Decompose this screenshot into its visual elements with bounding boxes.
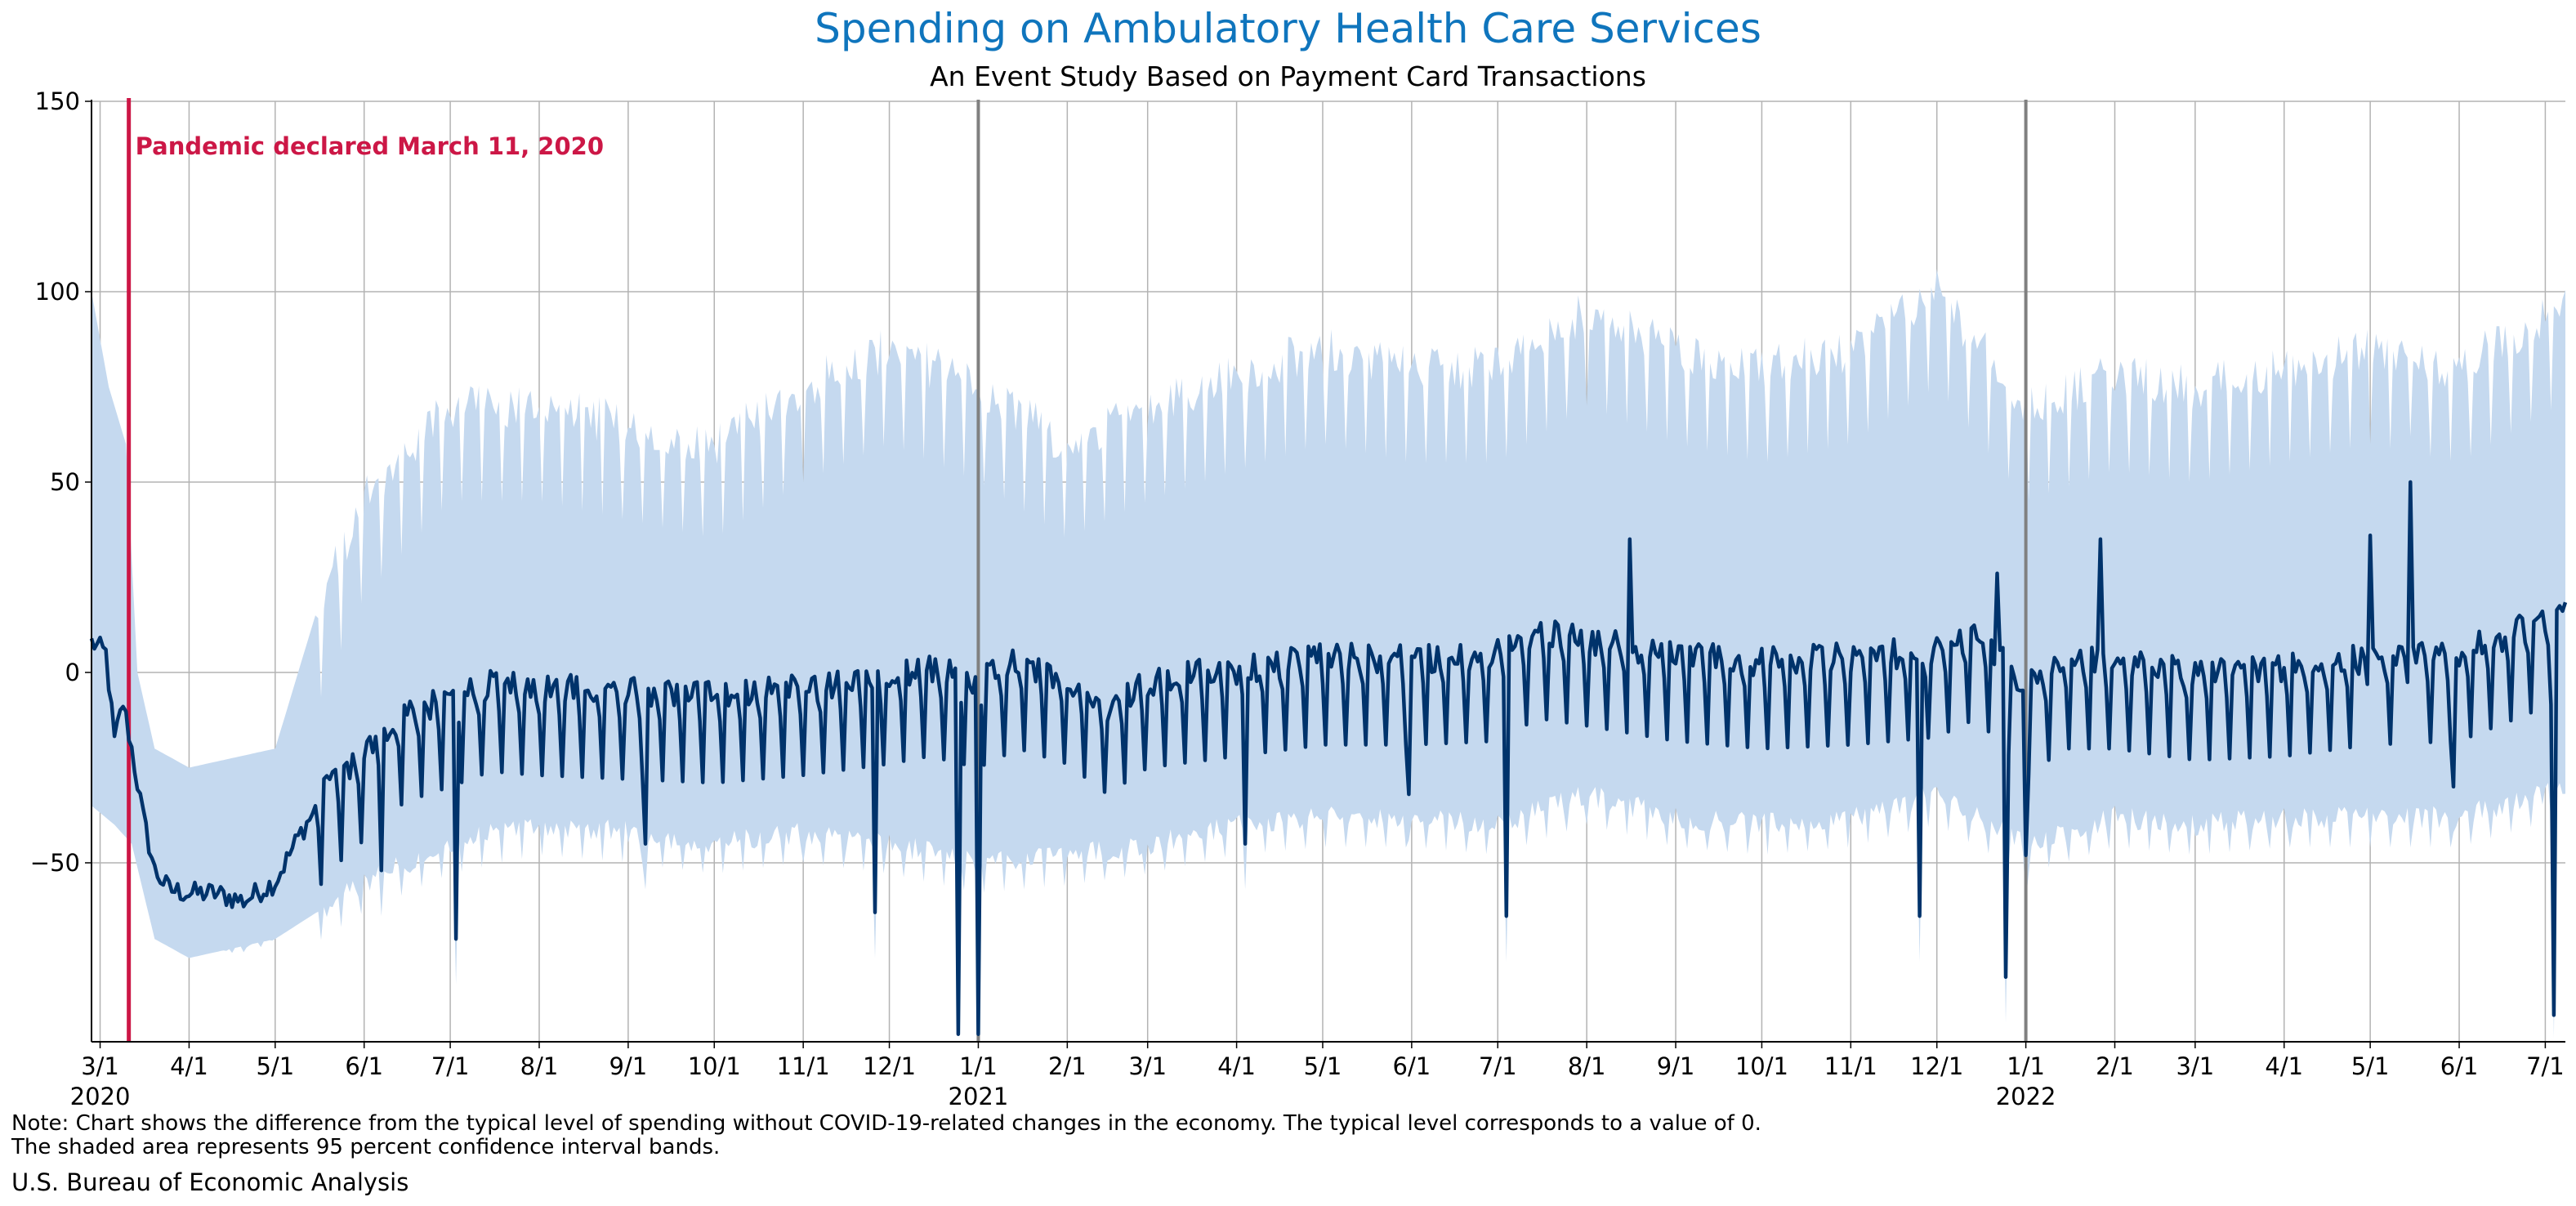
x-tick-label: 6/1	[2440, 1052, 2479, 1080]
x-tick-label: 5/1	[1304, 1052, 1342, 1080]
note-line-1: Note: Chart shows the difference from th…	[11, 1111, 1761, 1136]
y-tick-label: 0	[65, 659, 80, 686]
x-tick-label: 12/1	[863, 1052, 916, 1080]
x-tick-label: 4/1	[1217, 1052, 1256, 1080]
x-tick-label: 8/1	[1568, 1052, 1606, 1080]
x-tick-label: 10/1	[688, 1052, 741, 1080]
x-tick-label: 7/1	[1479, 1052, 1517, 1080]
y-tick-label: 50	[50, 468, 80, 496]
x-tick-label: 12/1	[1910, 1052, 1963, 1080]
x-tick-label: 11/1	[1824, 1052, 1877, 1080]
chart-title: Spending on Ambulatory Health Care Servi…	[815, 5, 1761, 52]
x-tick-label: 3/1	[81, 1052, 119, 1080]
note-line-2: The shaded area represents 95 percent co…	[11, 1135, 721, 1159]
x-year-label: 2022	[1996, 1083, 2056, 1110]
x-tick-label: 2/1	[2096, 1052, 2134, 1080]
estimate-line	[89, 480, 2568, 1036]
x-tick-label: 1/1	[2007, 1052, 2045, 1080]
x-tick-label: 1/1	[959, 1052, 998, 1080]
x-year-label: 2021	[949, 1083, 1009, 1110]
x-tick-label: 5/1	[256, 1052, 294, 1080]
x-tick-label: 4/1	[2265, 1052, 2303, 1080]
x-tick-label: 3/1	[1128, 1052, 1167, 1080]
x-tick-label: 11/1	[777, 1052, 830, 1080]
x-tick-label: 7/1	[431, 1052, 470, 1080]
x-tick-label: 4/1	[170, 1052, 208, 1080]
x-tick-label: 2/1	[1048, 1052, 1087, 1080]
source-label: U.S. Bureau of Economic Analysis	[11, 1168, 409, 1196]
x-tick-label: 9/1	[1657, 1052, 1695, 1080]
y-tick-label: 100	[35, 278, 80, 306]
y-tick-label: 150	[35, 87, 80, 115]
estimate-series	[89, 480, 2568, 1036]
chart-subtitle: An Event Study Based on Payment Card Tra…	[930, 60, 1646, 92]
x-tick-label: 7/1	[2526, 1052, 2565, 1080]
x-tick-label: 3/1	[2176, 1052, 2215, 1080]
axes	[85, 100, 2565, 1048]
x-year-label: 2020	[70, 1083, 131, 1110]
x-tick-label: 10/1	[1735, 1052, 1788, 1080]
x-tick-label: 6/1	[1393, 1052, 1431, 1080]
x-tick-label: 9/1	[609, 1052, 648, 1080]
x-tick-label: 6/1	[345, 1052, 383, 1080]
x-tick-label: 8/1	[520, 1052, 559, 1080]
pandemic-event-label: Pandemic declared March 11, 2020	[136, 132, 604, 160]
axis-labels: −50 0 50 100 150 3/1 2020 4/1 5/1 6/1 7/1 8/1 9/1 10/…	[30, 87, 2565, 1110]
y-tick-label: −50	[30, 849, 80, 877]
x-tick-label: 5/1	[2351, 1052, 2390, 1080]
